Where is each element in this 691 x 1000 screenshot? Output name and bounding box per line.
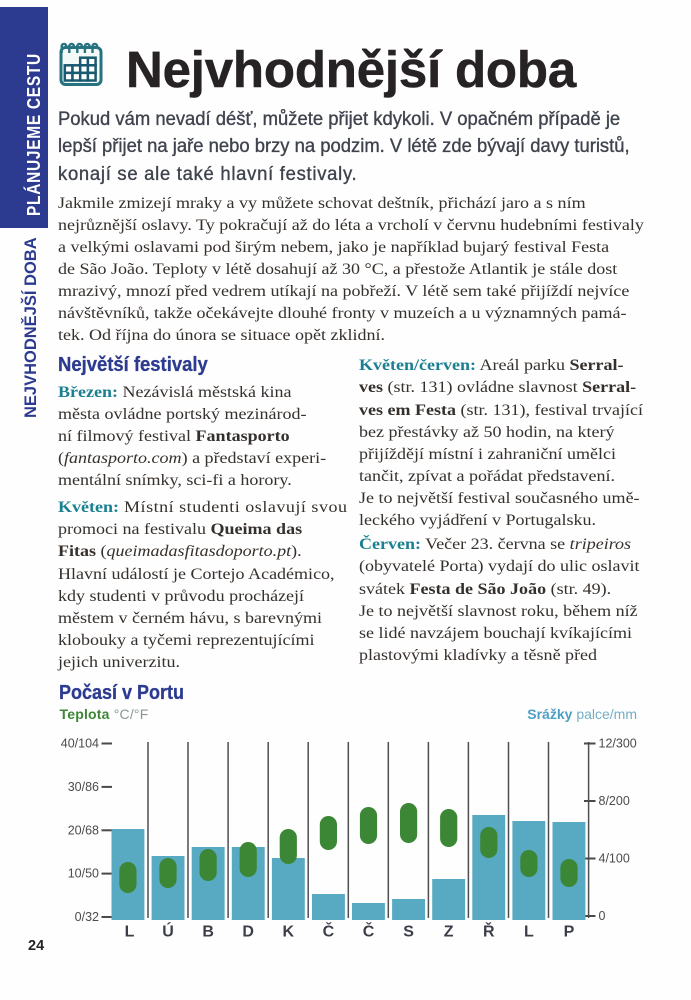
svg-text:Z: Z — [444, 924, 454, 941]
svg-text:0: 0 — [599, 909, 606, 923]
svg-text:Č: Č — [323, 922, 335, 941]
svg-text:40/104: 40/104 — [61, 737, 99, 751]
svg-text:12/300: 12/300 — [599, 737, 637, 751]
svg-text:30/86: 30/86 — [68, 780, 99, 794]
svg-text:Č: Č — [363, 922, 375, 941]
svg-text:P: P — [564, 924, 575, 941]
svg-text:10/50: 10/50 — [68, 867, 99, 881]
svg-text:D: D — [242, 924, 254, 941]
svg-text:L: L — [125, 924, 135, 941]
svg-text:K: K — [283, 924, 295, 941]
svg-text:Ú: Ú — [162, 922, 174, 941]
svg-text:4/100: 4/100 — [599, 852, 630, 866]
svg-text:0/32: 0/32 — [75, 910, 99, 924]
svg-text:20/68: 20/68 — [68, 823, 99, 837]
svg-text:Ř: Ř — [483, 922, 495, 941]
svg-text:8/200: 8/200 — [599, 794, 630, 808]
svg-text:S: S — [403, 924, 414, 941]
svg-text:L: L — [524, 924, 534, 941]
svg-text:B: B — [202, 924, 214, 941]
